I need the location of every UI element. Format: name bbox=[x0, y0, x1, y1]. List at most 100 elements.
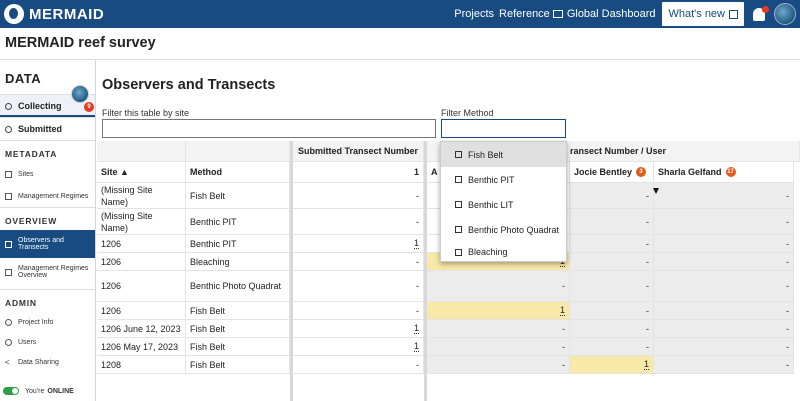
cell-method-value: Bleaching bbox=[190, 256, 230, 267]
sidebar-item-users[interactable]: Users bbox=[0, 332, 95, 352]
checkbox-icon[interactable] bbox=[455, 226, 462, 233]
filter-method-dropdown: Fish Belt Benthic PIT Benthic LIT Benthi… bbox=[440, 141, 567, 262]
cell-user-a: - bbox=[427, 271, 570, 302]
checkbox-icon[interactable] bbox=[455, 151, 462, 158]
sidebar-admin-heading: ADMIN bbox=[0, 289, 95, 312]
cell-jocie-value: - bbox=[646, 190, 649, 201]
cell-submitted: - bbox=[293, 356, 424, 374]
cell-jocie: - bbox=[570, 338, 654, 356]
cell-method: Fish Belt bbox=[186, 356, 290, 374]
cell-user-a-value: - bbox=[562, 341, 565, 352]
option-label: Bleaching bbox=[468, 247, 508, 257]
sidebar-item-data-sharing[interactable]: < Data Sharing bbox=[0, 352, 95, 372]
cell-sharla: - bbox=[654, 320, 794, 338]
sidebar-item-label: Submitted bbox=[18, 124, 62, 134]
cell-sharla-value: - bbox=[786, 359, 789, 370]
sidebar-item-project-info[interactable]: Project Info bbox=[0, 312, 95, 332]
cell-jocie: - bbox=[570, 320, 654, 338]
sharla-count-badge: 17 bbox=[725, 167, 736, 177]
checkbox-icon[interactable] bbox=[455, 176, 462, 183]
checkbox-icon[interactable] bbox=[455, 248, 462, 256]
reference-link[interactable]: Reference bbox=[499, 8, 550, 20]
cell-site-value: 1206 May 17, 2023 bbox=[101, 341, 179, 352]
cell-sharla: - bbox=[654, 302, 794, 320]
sidebar: DATA Collecting 9 Submitted METADATA Sit… bbox=[0, 60, 96, 401]
projects-link[interactable]: Projects bbox=[454, 8, 495, 20]
filter-method-select[interactable] bbox=[441, 119, 566, 138]
dropdown-option-fish-belt[interactable]: Fish Belt bbox=[441, 142, 566, 167]
cell-sharla-value: - bbox=[786, 216, 789, 227]
cell-method-value: Benthic PIT bbox=[190, 238, 237, 249]
cell-site: 1206 June 12, 2023 bbox=[97, 320, 186, 338]
sidebar-item-observers-and-transects[interactable]: Observers and Transects bbox=[0, 230, 95, 258]
cell-method: Fish Belt bbox=[186, 183, 290, 209]
filter-site-input[interactable] bbox=[102, 119, 436, 138]
column-header-method[interactable]: Method bbox=[186, 162, 290, 183]
cell-site-value: 1206 bbox=[101, 305, 122, 316]
sidebar-item-label: Sites bbox=[18, 170, 34, 178]
dropdown-option-benthic-photo-quadrat[interactable]: Benthic Photo Quadrat bbox=[441, 217, 566, 242]
cell-method: Benthic PIT bbox=[186, 235, 290, 253]
cell-method-value: Benthic PIT bbox=[190, 216, 237, 227]
online-status: You're ONLINE bbox=[3, 387, 74, 395]
cell-method-value: Fish Belt bbox=[190, 359, 226, 370]
cell-jocie-value[interactable]: 1 bbox=[643, 359, 649, 370]
cell-site: 1206 bbox=[97, 253, 186, 271]
cell-sharla-value: - bbox=[786, 190, 789, 201]
option-label: Fish Belt bbox=[468, 149, 504, 160]
sidebar-item-submitted[interactable]: Submitted bbox=[0, 117, 95, 140]
online-toggle[interactable] bbox=[3, 387, 19, 395]
cell-user-a-value: - bbox=[562, 281, 565, 291]
cell-user-a-value: - bbox=[562, 359, 565, 370]
option-label: Benthic LIT bbox=[468, 199, 514, 210]
dropdown-option-benthic-lit[interactable]: Benthic LIT bbox=[441, 192, 566, 217]
sidebar-item-management-regimes-overview[interactable]: Management Regimes Overview bbox=[0, 258, 95, 286]
sidebar-item-collecting[interactable]: Collecting 9 bbox=[0, 85, 95, 117]
logo-text: MERMAID bbox=[29, 5, 105, 23]
top-navigation-bar: MERMAID Projects Reference Global Dashbo… bbox=[0, 0, 800, 28]
cell-sharla-value: - bbox=[786, 238, 789, 249]
sidebar-item-sites[interactable]: Sites bbox=[0, 163, 95, 185]
cell-sharla: - bbox=[654, 235, 794, 253]
user-avatar[interactable] bbox=[774, 3, 796, 25]
checkbox-icon[interactable] bbox=[455, 201, 462, 208]
sidebar-item-management-regimes[interactable]: Management Regimes bbox=[0, 185, 95, 207]
filter-method-label: Filter Method bbox=[441, 108, 494, 118]
cell-sharla-value: - bbox=[786, 256, 789, 267]
sidebar-item-label: Observers and Transects bbox=[18, 237, 64, 251]
dropdown-option-benthic-pit[interactable]: Benthic PIT bbox=[441, 167, 566, 192]
cell-user-a-value[interactable]: 1 bbox=[559, 305, 565, 316]
cell-site: 1206 bbox=[97, 271, 186, 302]
management-overview-icon bbox=[5, 268, 12, 276]
column-header-jocie-label: Jocie Bentley bbox=[574, 167, 633, 177]
global-dashboard-link[interactable]: Global Dashboard bbox=[566, 8, 656, 20]
page-title: Observers and Transects bbox=[102, 77, 276, 93]
cell-submitted-value[interactable]: 1 bbox=[413, 341, 419, 352]
cell-site-value: (Missing Site Name) bbox=[101, 210, 153, 233]
mermaid-logo[interactable]: MERMAID bbox=[4, 4, 104, 24]
cell-submitted: 1 bbox=[293, 338, 424, 356]
cell-submitted: - bbox=[293, 253, 424, 271]
cell-submitted-value: - bbox=[416, 359, 419, 370]
cell-sharla-value: - bbox=[786, 323, 789, 334]
sidebar-item-label: Users bbox=[18, 338, 37, 346]
info-icon bbox=[5, 318, 12, 326]
cell-jocie: - bbox=[570, 209, 654, 235]
whats-new-button[interactable]: What's new bbox=[662, 2, 744, 26]
cell-jocie-value: - bbox=[646, 238, 649, 249]
sidebar-metadata-heading: METADATA bbox=[0, 140, 95, 163]
mermaid-logo-icon bbox=[4, 4, 24, 24]
cell-submitted-value: - bbox=[416, 216, 419, 227]
notification-bell-icon[interactable] bbox=[753, 5, 769, 21]
dropdown-option-bleaching[interactable]: Bleaching bbox=[441, 242, 566, 262]
cell-sharla: - bbox=[654, 271, 794, 302]
collecting-count-badge: 9 bbox=[84, 102, 94, 112]
cell-submitted-value[interactable]: 1 bbox=[413, 323, 419, 334]
cell-sharla: - bbox=[654, 338, 794, 356]
cell-submitted-value: - bbox=[416, 256, 419, 267]
project-title: MERMAID reef survey bbox=[5, 35, 156, 51]
cell-site: (Missing Site Name) bbox=[97, 183, 186, 209]
table-header-blank bbox=[97, 141, 186, 162]
cell-submitted-value[interactable]: 1 bbox=[413, 238, 419, 249]
column-header-site[interactable]: Site ▲ bbox=[97, 162, 186, 183]
